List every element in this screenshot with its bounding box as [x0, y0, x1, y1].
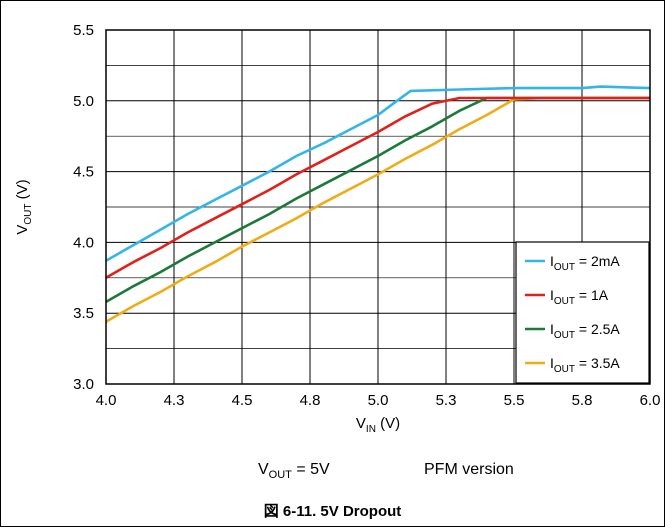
x-tick-label: 5.0: [368, 392, 389, 409]
series-line: [105, 85, 651, 262]
figure-title: 図 6-11. 5V Dropout: [263, 503, 402, 520]
vout-caption: VOUT = 5V: [258, 461, 330, 482]
y-axis-title: VOUT (V): [14, 179, 34, 234]
legend: IOUT = 2mA IOUT = 1A IOUT = 2.5A IOUT = 3.5…: [515, 241, 650, 384]
y-tick-label: 5.0: [73, 93, 94, 110]
x-tick-label: 5.8: [572, 392, 593, 409]
series-lines: [105, 85, 651, 323]
x-tick-label: 4.3: [164, 392, 185, 409]
series-line: [105, 96, 650, 279]
version-caption: PFM version: [424, 461, 514, 478]
x-tick-label: 4.0: [96, 392, 117, 409]
plot-area-border: [105, 29, 651, 385]
y-tick-label: 4.5: [73, 164, 94, 181]
legend-label: IOUT = 2.5A: [550, 321, 620, 341]
y-tick-label: 4.0: [73, 234, 94, 251]
y-tick-label: 3.0: [73, 376, 94, 393]
x-tick-label: 5.5: [504, 392, 525, 409]
legend-box: [515, 241, 650, 384]
x-tick-label: 5.3: [436, 392, 457, 409]
y-tick-label: 3.5: [73, 305, 94, 322]
x-axis-title: VIN (V): [356, 415, 400, 435]
legend-label: IOUT = 3.5A: [550, 355, 620, 375]
series-line: [105, 96, 650, 304]
legend-label: IOUT = 2mA: [550, 253, 620, 273]
legend-label: IOUT = 1A: [550, 287, 609, 307]
x-tick-label: 4.8: [300, 392, 321, 409]
series-line: [105, 96, 650, 323]
x-tick-label: 4.5: [232, 392, 253, 409]
tick-labels: 4.0 4.3 4.5 4.8 5.0 5.3 5.5 5.8 6.0 3.0 3.5 4.0 4.5 5…: [73, 22, 660, 409]
x-tick-label: 6.0: [640, 392, 661, 409]
y-tick-label: 5.5: [73, 22, 94, 39]
